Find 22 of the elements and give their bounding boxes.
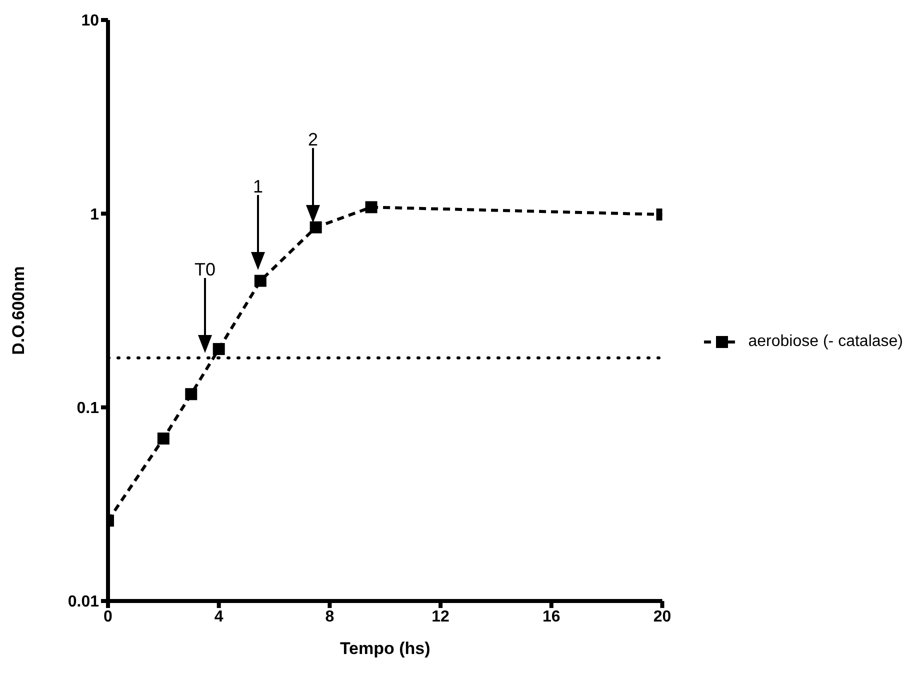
x-tick-label: 0 <box>104 608 113 626</box>
legend-label: aerobiose (- catalase) <box>748 333 903 351</box>
annotation: 2 <box>308 129 318 150</box>
x-tick-label: 16 <box>542 608 560 626</box>
x-tick-label: 20 <box>653 608 672 626</box>
annotation: 1 <box>252 176 264 196</box>
y-tick-label: 10 <box>81 12 100 30</box>
x-tick-label: 8 <box>325 608 334 626</box>
point <box>254 274 266 287</box>
point <box>310 221 322 234</box>
y-axis-title: D.O.600nm <box>9 266 28 355</box>
x-axis-title: Tempo (hs) <box>340 639 430 658</box>
y-tick-label: 1 <box>90 206 100 224</box>
x-tick-label: 4 <box>214 608 224 626</box>
point <box>157 432 170 445</box>
x-tick-label: 12 <box>432 608 450 626</box>
y-tick-label: 0.1 <box>76 400 100 418</box>
point <box>185 388 198 400</box>
point <box>365 201 378 214</box>
annotation: T0 <box>194 259 216 280</box>
point <box>212 343 225 356</box>
y-tick-label: 0.01 <box>68 594 100 611</box>
